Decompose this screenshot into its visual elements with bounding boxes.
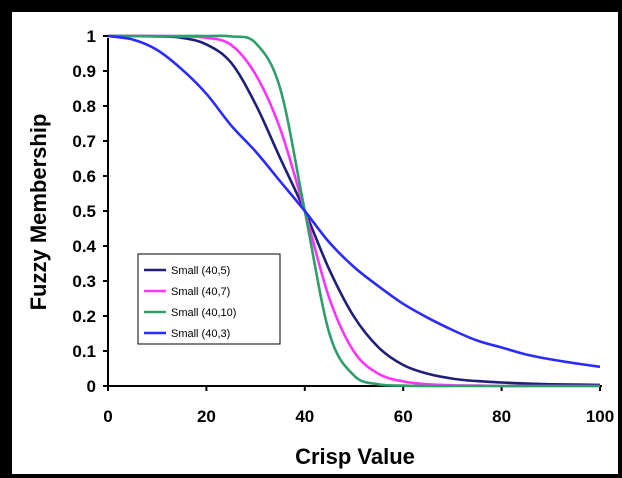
legend-label: Small (40,3) xyxy=(171,328,230,340)
y-tick-label: 0 xyxy=(87,377,96,396)
series-layer xyxy=(107,34,601,388)
y-tick-label: 1 xyxy=(87,27,96,46)
x-tick-label: 60 xyxy=(394,407,413,426)
y-tick-label: 0.2 xyxy=(72,307,96,326)
series-line-4 xyxy=(107,34,601,369)
x-ticks: 0 20 40 60 80 100 xyxy=(103,386,614,426)
y-tick-label: 0.3 xyxy=(72,272,96,291)
legend-label: Small (40,10) xyxy=(171,307,236,319)
y-tick-label: 0.5 xyxy=(72,202,96,221)
y-tick-label: 0.9 xyxy=(72,62,96,81)
y-tick-label: 0.1 xyxy=(72,342,96,361)
y-axis-title: Fuzzy Membership xyxy=(26,114,51,311)
y-tick-label: 0.4 xyxy=(72,237,96,256)
chart-background xyxy=(12,12,618,474)
y-tick-label: 0.7 xyxy=(72,132,96,151)
x-tick-label: 0 xyxy=(103,407,112,426)
x-axis-title: Crisp Value xyxy=(295,444,415,469)
x-tick-label: 20 xyxy=(197,407,216,426)
series-line-3 xyxy=(108,34,600,388)
legend-label: Small (40,5) xyxy=(171,265,230,277)
legend-items: Small (40,5) Small (40,7) Small (40,10) Sma… xyxy=(144,265,236,340)
y-tick-label: 0.8 xyxy=(72,97,96,116)
x-tick-label: 40 xyxy=(295,407,314,426)
x-tick-label: 80 xyxy=(492,407,511,426)
y-ticks: 0 0.1 0.2 0.3 0.4 0.5 0.6 0.7 0.8 0.9 1 xyxy=(72,27,108,396)
legend-label: Small (40,7) xyxy=(171,286,230,298)
y-tick-label: 0.6 xyxy=(72,167,96,186)
x-tick-label: 100 xyxy=(586,407,614,426)
series-line-1 xyxy=(107,34,601,387)
legend: Small (40,5) Small (40,7) Small (40,10) Sma… xyxy=(137,253,281,345)
